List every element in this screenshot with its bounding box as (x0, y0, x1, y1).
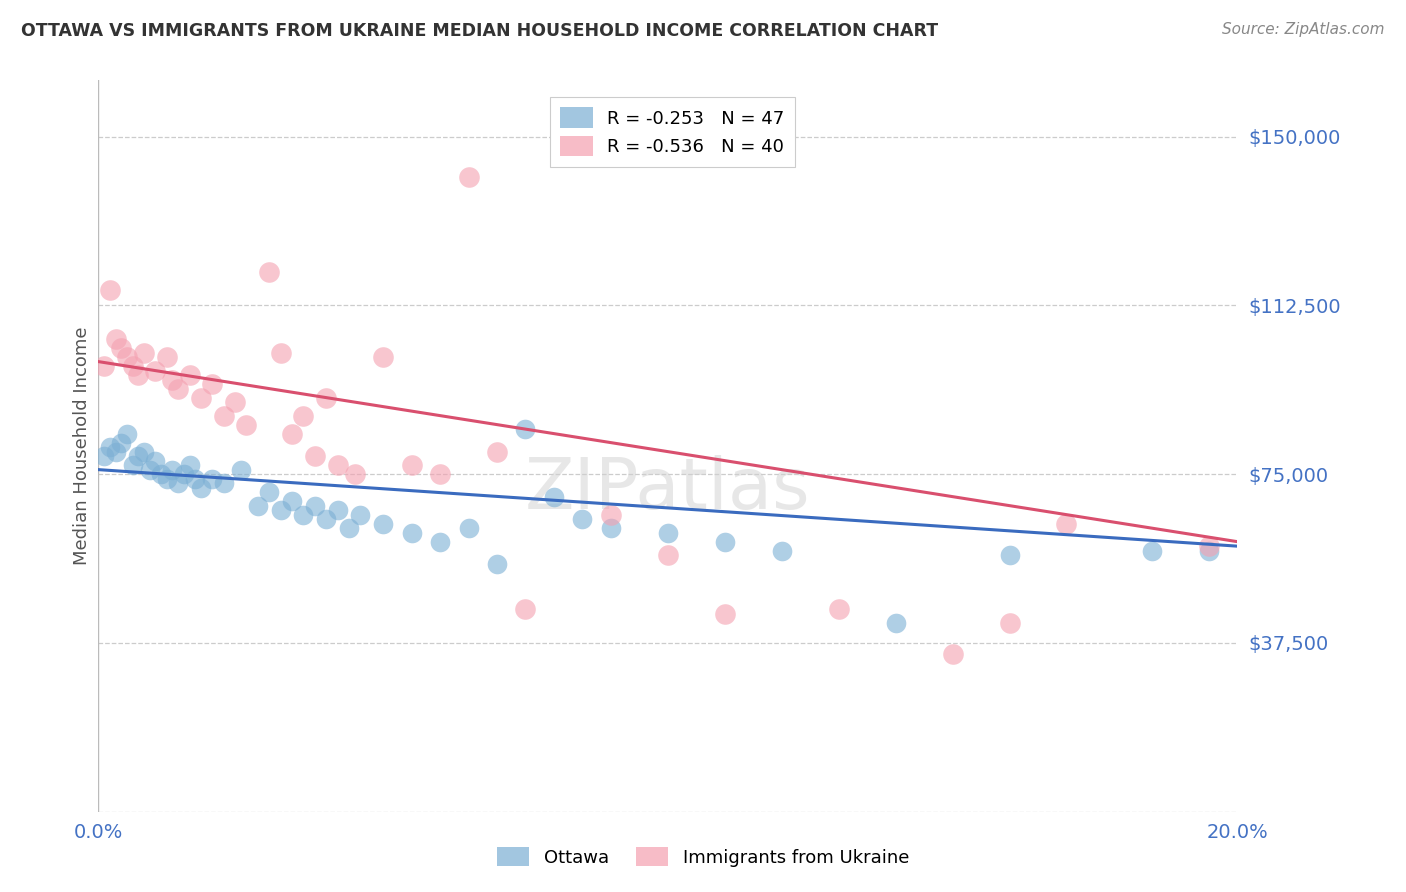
Point (167, 476, 190, 491)
Point (315, 512, 337, 526)
Point (457, 169, 479, 184)
Y-axis label: Median Household Income: Median Household Income (73, 326, 91, 566)
Point (270, 503, 292, 517)
Point (1198, 543, 1220, 558)
Legend: Ottawa, Immigrants from Ukraine: Ottawa, Immigrants from Ukraine (489, 840, 917, 874)
Point (457, 521, 479, 535)
Point (229, 462, 252, 476)
Point (326, 503, 349, 517)
Point (401, 458, 423, 472)
Point (127, 368, 149, 383)
Point (373, 516, 395, 531)
Point (110, 435, 132, 450)
Point (1056, 516, 1078, 531)
Point (179, 458, 201, 472)
Point (145, 453, 167, 467)
Point (259, 264, 281, 278)
Point (212, 409, 235, 423)
Point (515, 602, 537, 616)
Text: OTTAWA VS IMMIGRANTS FROM UKRAINE MEDIAN HOUSEHOLD INCOME CORRELATION CHART: OTTAWA VS IMMIGRANTS FROM UKRAINE MEDIAN… (21, 22, 938, 40)
Point (156, 472, 179, 486)
Point (486, 444, 509, 458)
Point (998, 615, 1021, 630)
Point (343, 467, 366, 482)
Point (93, 449, 115, 463)
Point (515, 422, 537, 436)
Text: ZIPatlas: ZIPatlas (524, 456, 811, 524)
Point (304, 449, 326, 463)
Point (201, 472, 224, 486)
Point (201, 377, 224, 392)
Point (121, 458, 143, 472)
Point (304, 499, 326, 513)
Point (110, 341, 132, 355)
Point (884, 615, 907, 630)
Point (828, 602, 851, 616)
Point (104, 444, 127, 458)
Point (132, 444, 155, 458)
Point (401, 525, 423, 540)
Point (184, 472, 207, 486)
Point (315, 391, 337, 405)
Point (600, 521, 623, 535)
Point (571, 512, 593, 526)
Point (1140, 543, 1163, 558)
Point (115, 350, 138, 364)
Point (115, 426, 138, 441)
Point (246, 499, 269, 513)
Point (373, 350, 395, 364)
Point (132, 345, 155, 359)
Point (714, 607, 737, 621)
Point (326, 458, 349, 472)
Point (162, 462, 184, 476)
Point (942, 647, 965, 661)
Legend: R = -0.253   N = 47, R = -0.536   N = 40: R = -0.253 N = 47, R = -0.536 N = 40 (550, 96, 796, 167)
Point (104, 332, 127, 346)
Point (156, 350, 179, 364)
Point (121, 359, 143, 373)
Point (657, 525, 679, 540)
Point (714, 534, 737, 549)
Point (259, 485, 281, 500)
Point (429, 534, 451, 549)
Point (98, 283, 121, 297)
Point (429, 467, 451, 482)
Point (98, 440, 121, 454)
Point (281, 426, 304, 441)
Point (145, 363, 167, 377)
Point (93, 359, 115, 373)
Point (486, 557, 509, 571)
Point (173, 467, 195, 482)
Point (270, 345, 292, 359)
Point (150, 467, 173, 482)
Point (167, 382, 190, 396)
Point (543, 490, 565, 504)
Point (138, 462, 160, 476)
Point (190, 481, 212, 495)
Point (998, 548, 1021, 562)
Point (190, 391, 212, 405)
Text: Source: ZipAtlas.com: Source: ZipAtlas.com (1222, 22, 1385, 37)
Point (281, 494, 304, 508)
Point (292, 409, 315, 423)
Point (162, 373, 184, 387)
Point (212, 476, 235, 491)
Point (224, 395, 246, 409)
Point (337, 521, 360, 535)
Point (292, 508, 315, 522)
Point (235, 417, 257, 432)
Point (349, 508, 371, 522)
Point (1198, 539, 1220, 553)
Point (179, 368, 201, 383)
Point (600, 508, 623, 522)
Point (657, 548, 679, 562)
Point (770, 543, 793, 558)
Point (127, 449, 149, 463)
